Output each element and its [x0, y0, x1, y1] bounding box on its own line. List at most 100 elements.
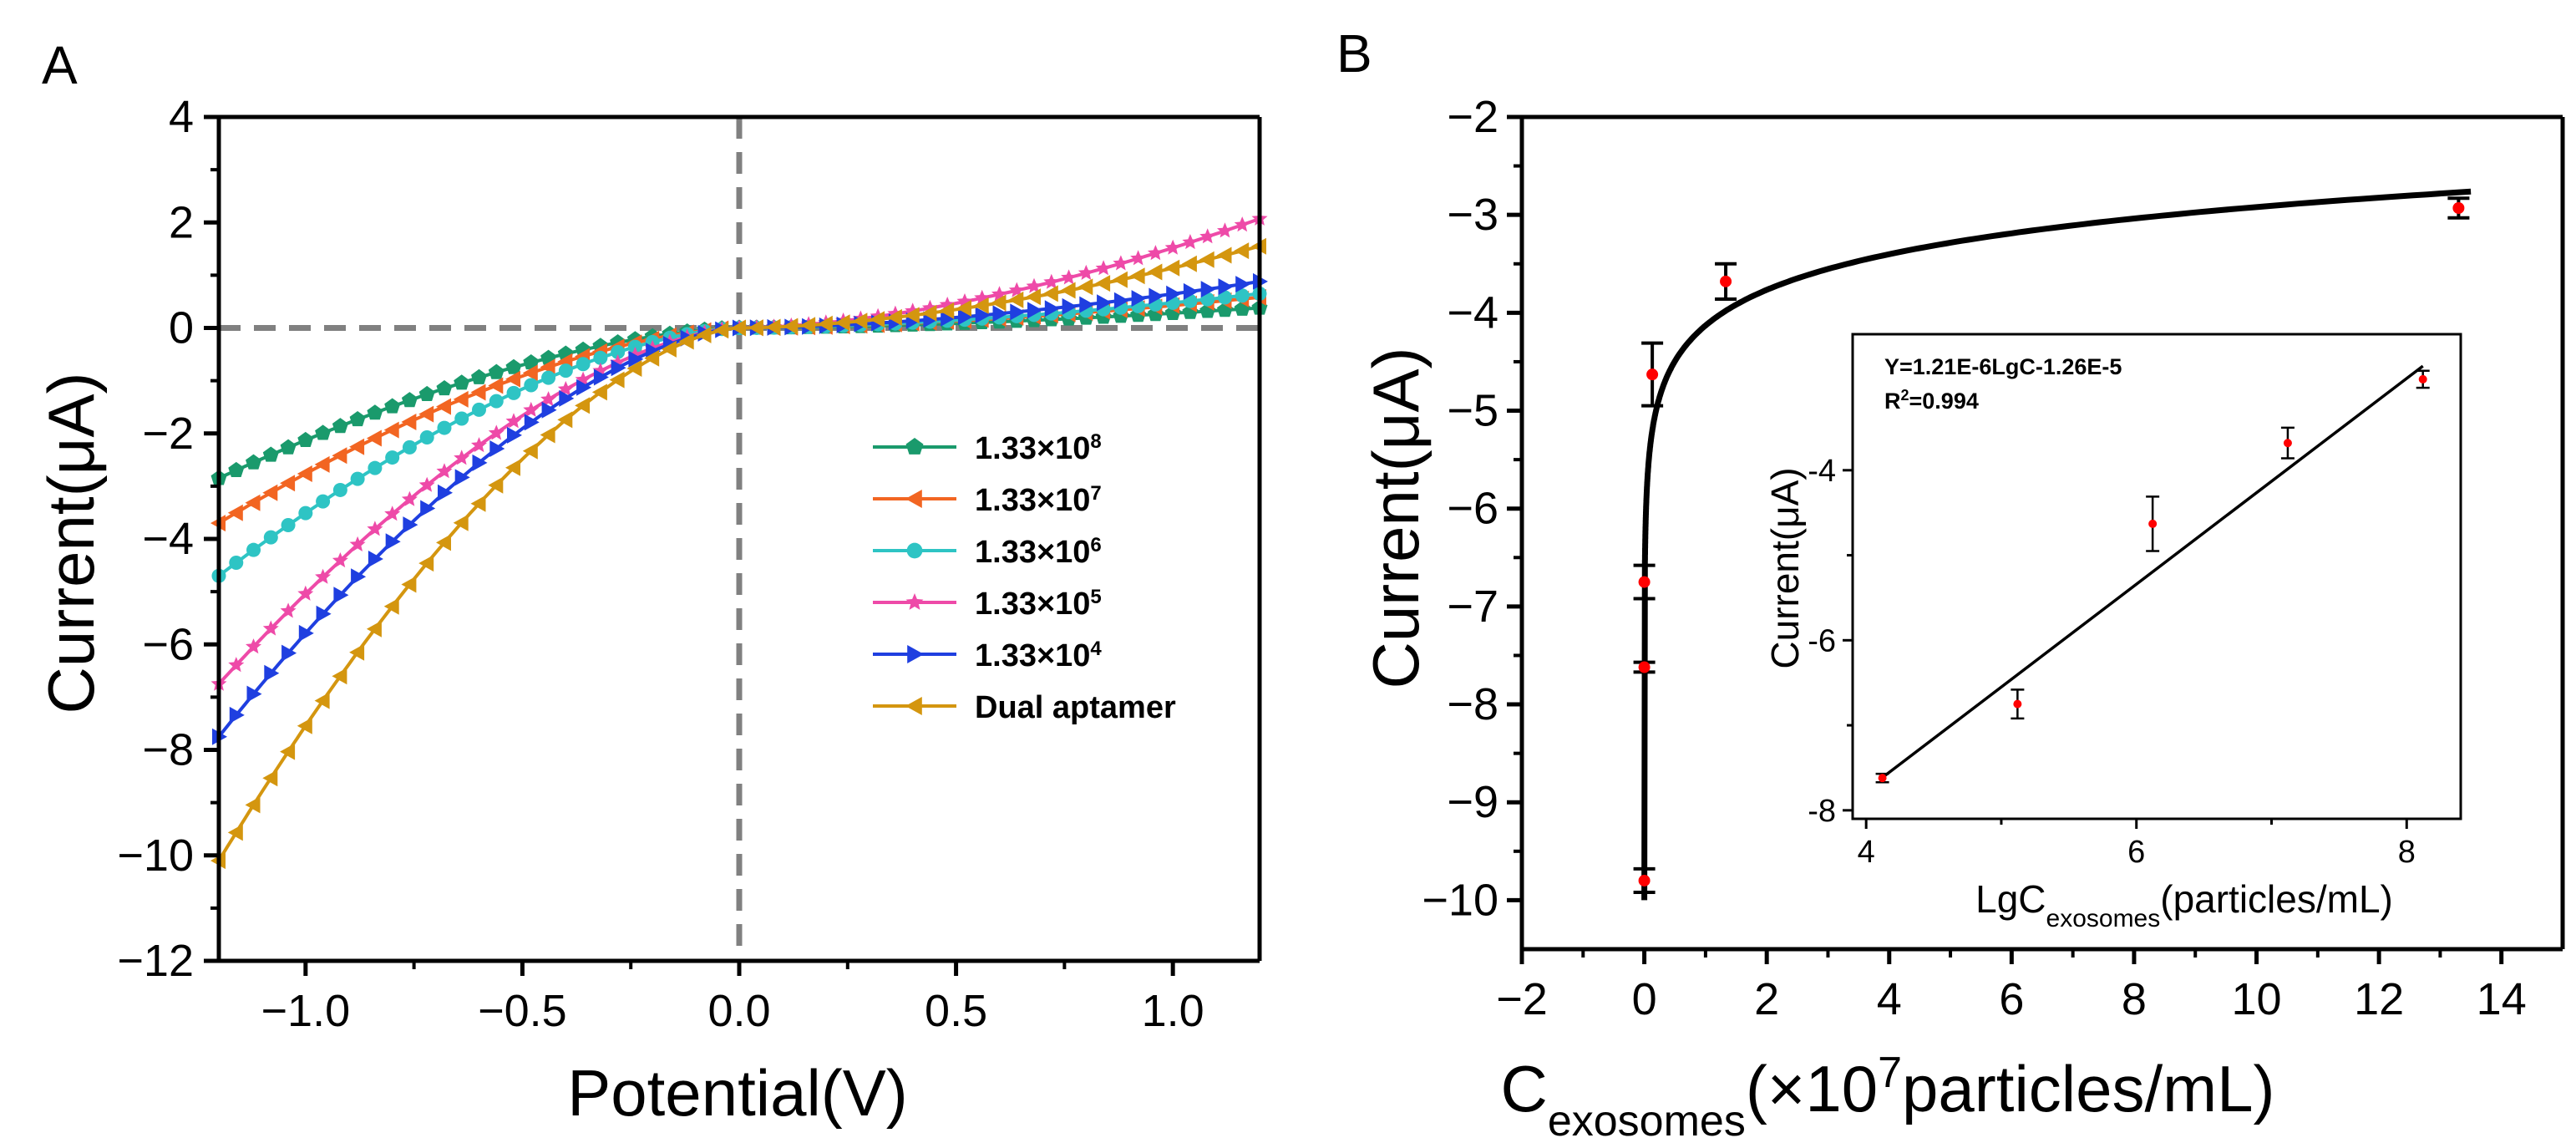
panel-b-y-tick-label: −6 — [1447, 484, 1498, 534]
panel-a-data-marker — [1181, 255, 1197, 272]
panel-a-data-marker — [438, 484, 453, 501]
panel-a-data-marker — [471, 437, 487, 453]
panel-a-data-marker — [975, 307, 991, 324]
panel-a-data-marker — [559, 389, 575, 407]
panel-b-y-tick-label: −7 — [1447, 582, 1498, 632]
panel-a-data-marker — [1044, 300, 1060, 318]
panel-b-data-point — [1638, 874, 1651, 886]
panel-a-data-marker — [941, 309, 956, 327]
panel-a-data-marker — [557, 411, 573, 429]
panel-b-x-tick-label: 10 — [2231, 974, 2281, 1024]
inset-y-tick-label: -4 — [1808, 454, 1836, 489]
panel-b-x-tick-label: 0 — [1632, 974, 1657, 1024]
inset-equation: Y=1.21E-6LgC-1.26E-5 — [1884, 354, 2122, 379]
panel-a-data-marker — [297, 431, 314, 447]
panel-a-data-marker — [1061, 269, 1078, 285]
panel-b-x-tick-label: 4 — [1877, 974, 1902, 1024]
panel-a-data-marker — [262, 770, 278, 787]
panel-a-data-marker — [800, 317, 816, 334]
inset-r-squared: R2=0.994 — [1884, 387, 1979, 414]
panel-b-label: B — [1336, 23, 1372, 84]
panel-a-data-marker — [644, 349, 660, 367]
panel-a-data-marker — [524, 414, 540, 431]
panel-a-data-marker — [419, 430, 434, 445]
panel-a-data-marker — [523, 354, 540, 370]
panel-a-data-marker — [366, 429, 382, 447]
panel-a-data-marker — [246, 542, 261, 557]
panel-b-y-tick-label: −5 — [1447, 386, 1498, 436]
inset-x-axis-title: LgCexosomes(particles/mL) — [1975, 877, 2393, 932]
panel-a-data-marker — [470, 384, 486, 401]
panel-a-y-tick-label: −4 — [142, 514, 194, 564]
panel-a-data-marker — [626, 360, 642, 377]
legend-label: 1.33×105 — [975, 586, 1102, 622]
panel-a-data-marker — [1217, 222, 1233, 238]
panel-a-data-marker — [505, 358, 522, 374]
panel-a-data-marker — [368, 460, 383, 475]
panel-b-x-tick-label: 6 — [1999, 974, 2024, 1024]
panel-a-data-marker — [488, 363, 505, 379]
legend-label-text: 1.33×10 — [975, 587, 1090, 622]
panel-a-data-marker — [488, 377, 504, 394]
panel-b-x-tick-label: −2 — [1496, 974, 1548, 1024]
panel-a-data-marker — [817, 315, 833, 333]
panel-a-data-marker — [696, 326, 712, 343]
panel-a-data-marker — [436, 398, 451, 415]
panel-a-data-marker — [765, 318, 781, 336]
panel-a-data-marker — [505, 413, 522, 429]
inset-data-point — [2148, 519, 2158, 528]
inset-y-tick-label: -6 — [1808, 623, 1836, 658]
panel-a-data-marker — [349, 438, 365, 455]
panel-b-y-tick-label: −4 — [1447, 287, 1498, 338]
panel-a-axes: −12 −10 −8 −6 −4 −2 0 2 4 −1.0 −0.5 0.0 0.5 1.0 — [117, 92, 1262, 1036]
panel-a-data-marker — [314, 692, 330, 709]
panel-a-data-marker — [489, 440, 505, 457]
inset-x-tick-label: 8 — [2398, 835, 2416, 870]
panel-a-data-marker — [1147, 263, 1163, 281]
panel-b-data-point — [1638, 661, 1651, 673]
panel-a-data-marker — [1218, 278, 1234, 296]
panel-b-y-tick-label: −8 — [1447, 679, 1498, 729]
panel-a-data-marker — [385, 533, 401, 551]
panel-a-data-marker — [454, 450, 470, 465]
panel-a-data-marker — [1008, 282, 1025, 297]
inset-y-axis-title: Current(μA) — [1763, 467, 1807, 668]
legend-label-text: Dual aptamer — [975, 690, 1176, 725]
panel-a-data-marker — [436, 534, 451, 551]
panel-a-data-marker — [541, 401, 557, 419]
panel-a-data-marker — [264, 664, 280, 682]
panel-b-x-tick-label: 14 — [2477, 974, 2527, 1024]
legend-label: 1.33×104 — [975, 638, 1102, 674]
panel-a-data-marker — [886, 308, 902, 326]
panel-a-data-marker — [436, 463, 453, 479]
panel-b-data-point — [1720, 275, 1732, 287]
panel-a-data-marker — [281, 517, 296, 532]
panel-a-data-marker — [229, 556, 244, 571]
panel-a-data-marker — [418, 476, 435, 492]
panel-a-data-marker — [1112, 271, 1128, 288]
panel-a-data-marker — [956, 293, 973, 309]
panel-b-x-axis-title-main: C — [1500, 1052, 1547, 1125]
panel-b-x-axis-title-rest2: particles/mL) — [1902, 1052, 2274, 1125]
panel-a-data-marker — [332, 447, 347, 465]
panel-a-data-marker — [1235, 288, 1250, 303]
panel-b-x-axis-title: Cexosomes(×107particles/mL) — [1500, 1049, 2274, 1143]
legend-label: 1.33×107 — [975, 482, 1102, 519]
panel-a-data-marker — [280, 602, 297, 618]
panel-a-data-marker — [575, 397, 591, 414]
panel-a-data-marker — [1129, 267, 1145, 285]
panel-a-data-marker — [1095, 275, 1111, 292]
inset-x-axis-title-sub: exosomes — [2046, 905, 2161, 932]
panel-b-axes: −10 −9 −8 −7 −6 −5 −4 −3 −2 −2 0 2 4 6 8 10 12 14 — [1422, 92, 2565, 1024]
panel-a-data-marker — [280, 743, 296, 760]
legend-label-text: 1.33×10 — [975, 535, 1090, 570]
panel-a-data-marker — [454, 469, 470, 486]
panel-a-data-marker — [1199, 228, 1216, 244]
panel-a-data-marker — [991, 294, 1007, 312]
panel-a-data-marker — [472, 454, 488, 471]
panel-a-data-marker — [1235, 276, 1251, 293]
panel-a-data-marker — [524, 378, 539, 393]
legend-label-text: 1.33×10 — [975, 483, 1090, 518]
panel-a-data-marker — [228, 657, 245, 673]
